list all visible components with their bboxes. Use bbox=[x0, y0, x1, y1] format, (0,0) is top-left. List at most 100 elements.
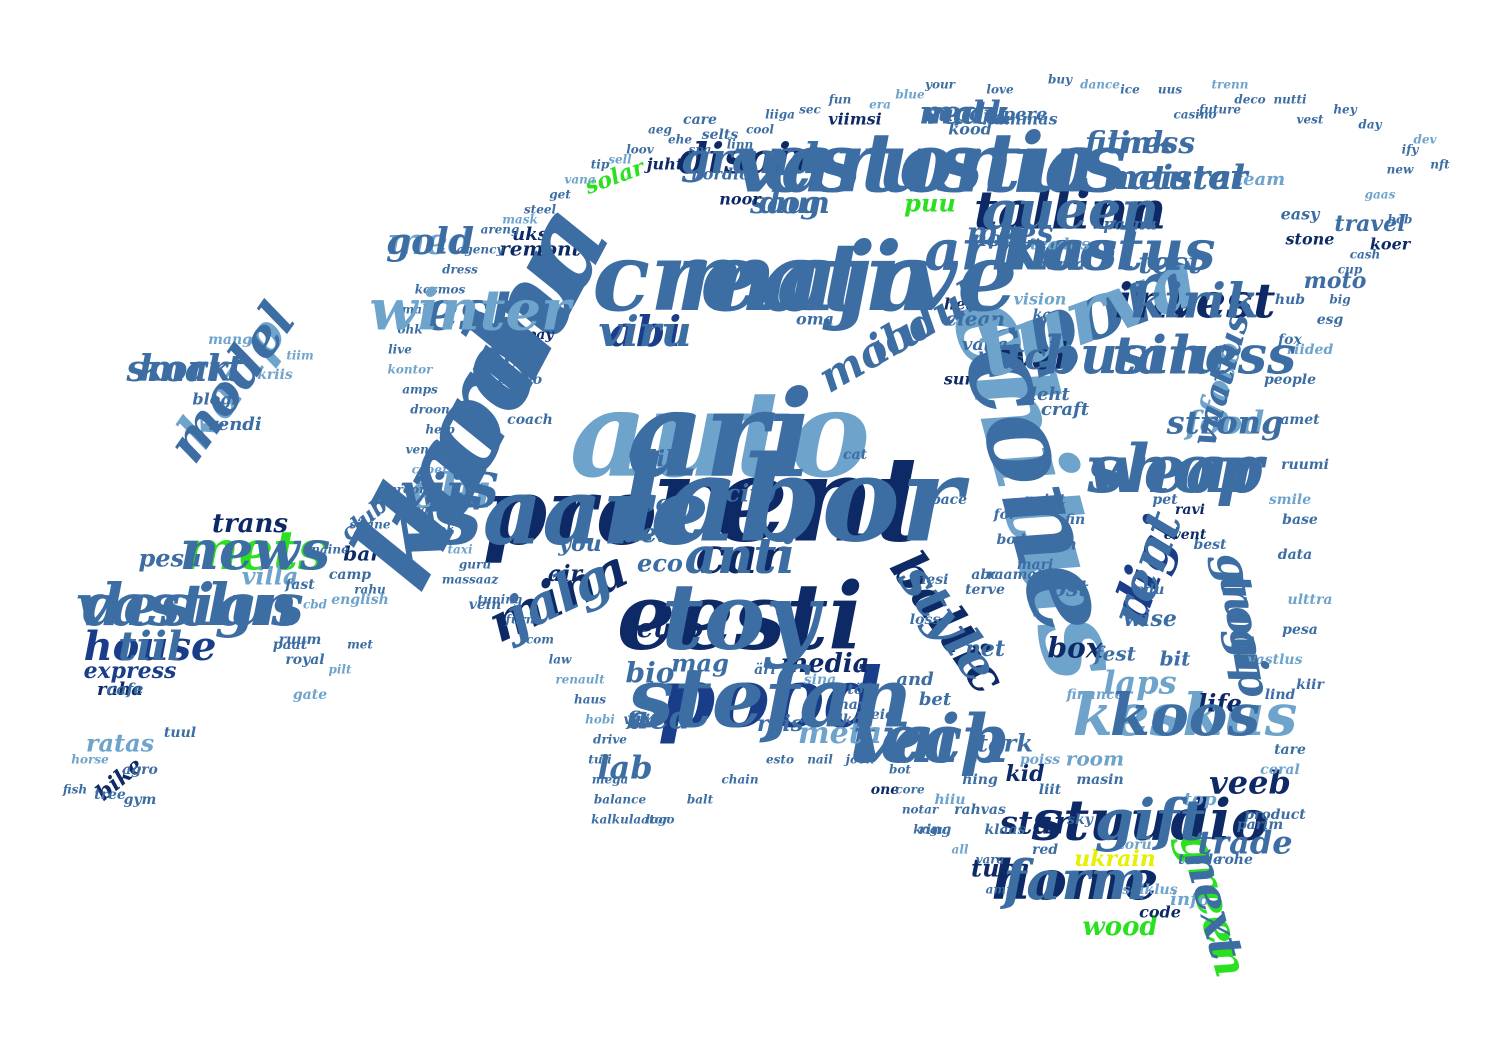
cloud-word: kontor bbox=[388, 363, 435, 377]
cloud-word: saun bbox=[749, 186, 830, 221]
cloud-word: gate bbox=[293, 687, 327, 703]
cloud-word: aken bbox=[1033, 535, 1076, 554]
cloud-word: horse bbox=[71, 753, 109, 767]
cloud-word: room bbox=[1066, 747, 1124, 771]
cloud-word: vedu bbox=[923, 94, 1008, 132]
cloud-word: toode bbox=[1178, 852, 1222, 868]
cloud-word: rendi bbox=[208, 414, 262, 435]
cloud-word: gift bbox=[1095, 788, 1206, 854]
cloud-word: natural bbox=[1105, 158, 1245, 198]
cloud-word: mag bbox=[671, 649, 729, 678]
cloud-word: home bbox=[992, 848, 1159, 912]
cloud-word: kalkulaator bbox=[591, 813, 670, 827]
cloud-word: you bbox=[557, 531, 601, 557]
cloud-word: tare bbox=[1274, 742, 1306, 758]
cloud-word: data bbox=[1278, 547, 1312, 563]
cloud-word: star bbox=[999, 804, 1073, 842]
cloud-word: mask bbox=[502, 213, 538, 227]
cloud-word: lux bbox=[485, 346, 527, 375]
cloud-word: ratas bbox=[86, 729, 155, 758]
cloud-word: help bbox=[425, 423, 455, 437]
cloud-word: furn bbox=[505, 613, 535, 627]
cloud-word: parim bbox=[1237, 817, 1283, 833]
cloud-word: web bbox=[1000, 336, 1079, 378]
cloud-word: max bbox=[834, 697, 867, 713]
cloud-word: notar bbox=[902, 803, 940, 817]
cloud-word: deco bbox=[1234, 93, 1265, 107]
cloud-word: aeg bbox=[648, 123, 672, 137]
cloud-word: med bbox=[387, 221, 473, 263]
cloud-word: vastlus bbox=[1248, 652, 1303, 668]
cloud-word: taxi bbox=[447, 543, 472, 557]
cloud-word: top bbox=[1184, 789, 1217, 810]
cloud-word: äri bbox=[754, 662, 776, 678]
cloud-word: koos bbox=[1110, 681, 1260, 749]
cloud-word: hobi bbox=[585, 713, 615, 727]
cloud-word: klaas bbox=[984, 822, 1025, 838]
cloud-word: kass bbox=[1033, 307, 1068, 323]
cloud-word: veeb bbox=[1209, 764, 1291, 802]
cloud-word: link bbox=[1107, 126, 1172, 161]
cloud-word: fitness bbox=[1083, 126, 1195, 161]
cloud-word: buss bbox=[977, 349, 1023, 370]
cloud-word: camp bbox=[329, 567, 371, 583]
cloud-word: hing bbox=[962, 772, 998, 788]
cloud-word: met bbox=[347, 638, 373, 652]
cloud-word: express bbox=[84, 658, 177, 684]
cloud-word: ify bbox=[1402, 143, 1420, 157]
cloud-word: agro bbox=[122, 762, 158, 778]
cloud-word: loss bbox=[910, 612, 941, 628]
cloud-word: sina bbox=[804, 672, 836, 688]
cloud-word: ring bbox=[919, 822, 952, 838]
cloud-word: stone bbox=[1285, 230, 1335, 249]
cloud-word: terve bbox=[965, 582, 1005, 598]
cloud-word: steel bbox=[524, 203, 557, 217]
cloud-word: pay bbox=[527, 327, 555, 343]
cloud-word: raha bbox=[97, 679, 143, 700]
cloud-word: wear bbox=[1087, 430, 1268, 508]
cloud-word: esto bbox=[766, 753, 794, 767]
cloud-word: grand bbox=[681, 134, 820, 183]
cloud-word: rent bbox=[651, 430, 929, 569]
cloud-word: royal bbox=[285, 652, 324, 668]
cloud-word: tee bbox=[629, 489, 671, 518]
cloud-word: cool bbox=[746, 123, 774, 137]
cloud-word: raamat bbox=[987, 567, 1043, 583]
cloud-word: super bbox=[924, 101, 996, 127]
cloud-word: mets bbox=[182, 518, 329, 582]
cloud-word: tugi bbox=[1209, 571, 1277, 678]
cloud-word: code bbox=[1139, 903, 1181, 922]
cloud-word: blue bbox=[895, 88, 925, 102]
cloud-word: stefan bbox=[627, 650, 912, 746]
cloud-word: team bbox=[1235, 169, 1285, 190]
cloud-word: mees bbox=[967, 216, 1054, 251]
cloud-word: massaaz bbox=[442, 573, 500, 587]
cloud-word: lill bbox=[648, 446, 681, 472]
cloud-word: laps bbox=[1103, 664, 1176, 702]
cloud-word: mari bbox=[1017, 557, 1054, 573]
cloud-word: gaas bbox=[1365, 188, 1396, 202]
cloud-word: fox bbox=[1277, 332, 1302, 348]
cloud-word: tuning bbox=[478, 593, 523, 607]
cloud-word: dress bbox=[442, 263, 478, 277]
cloud-word: kiir bbox=[1296, 677, 1325, 693]
cloud-word: meta bbox=[798, 716, 882, 751]
cloud-word: tark bbox=[977, 729, 1033, 758]
cloud-word: tree bbox=[94, 787, 126, 803]
cloud-word: nft bbox=[1430, 158, 1450, 172]
cloud-word: fast bbox=[284, 577, 315, 593]
cloud-word: vana bbox=[564, 173, 595, 187]
cloud-word: ice bbox=[1120, 83, 1140, 97]
cloud-word: groom bbox=[388, 483, 431, 497]
cloud-word: abc bbox=[971, 567, 999, 583]
cloud-word: pilt bbox=[328, 663, 352, 677]
cloud-word: product bbox=[1244, 807, 1306, 823]
cloud-word: abi bbox=[609, 307, 682, 356]
cloud-word: noor bbox=[719, 190, 762, 209]
cloud-word: love bbox=[986, 83, 1014, 97]
cloud-word: balt bbox=[687, 793, 714, 807]
cloud-word: rohe bbox=[1217, 852, 1253, 868]
cloud-word: liit bbox=[1039, 782, 1062, 798]
cloud-word: media bbox=[781, 649, 870, 679]
